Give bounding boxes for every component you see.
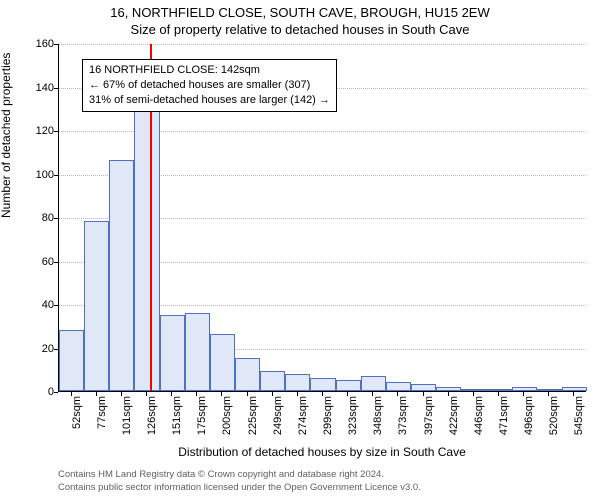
histogram-bar: [562, 387, 587, 391]
histogram-bar: [336, 380, 361, 391]
credit-text: Contains HM Land Registry data © Crown c…: [58, 469, 421, 494]
x-tick-mark: [423, 392, 424, 396]
y-tick-mark: [54, 88, 58, 89]
x-tick-mark: [146, 392, 147, 396]
annotation-box: 16 NORTHFIELD CLOSE: 142sqm ← 67% of det…: [82, 59, 337, 112]
y-tick-mark: [54, 262, 58, 263]
x-tick-mark: [498, 392, 499, 396]
x-tick-mark: [221, 392, 222, 396]
x-tick-mark: [171, 392, 172, 396]
histogram-bar: [235, 358, 260, 391]
x-tick-mark: [272, 392, 273, 396]
histogram-bar: [260, 371, 285, 391]
y-tick-mark: [54, 131, 58, 132]
y-tick-label: 140: [14, 82, 54, 94]
x-tick-mark: [297, 392, 298, 396]
x-tick-mark: [372, 392, 373, 396]
y-tick-mark: [54, 305, 58, 306]
histogram-bar: [109, 160, 134, 391]
x-tick-mark: [523, 392, 524, 396]
histogram-bar: [160, 315, 185, 391]
histogram-bar: [411, 384, 436, 391]
histogram-bar: [185, 313, 210, 391]
x-tick-mark: [71, 392, 72, 396]
x-tick-mark: [448, 392, 449, 396]
y-tick-label: 80: [14, 212, 54, 224]
annotation-line-3: 31% of semi-detached houses are larger (…: [89, 93, 330, 108]
histogram-bar: [59, 330, 84, 391]
x-tick-mark: [96, 392, 97, 396]
histogram-bar: [84, 221, 109, 391]
y-tick-mark: [54, 392, 58, 393]
y-tick-mark: [54, 218, 58, 219]
x-tick-mark: [121, 392, 122, 396]
credit-line-2: Contains public sector information licen…: [58, 482, 421, 494]
histogram-bar: [361, 376, 386, 391]
y-tick-label: 60: [14, 256, 54, 268]
y-tick-mark: [54, 175, 58, 176]
chart-title-address: 16, NORTHFIELD CLOSE, SOUTH CAVE, BROUGH…: [0, 5, 600, 20]
annotation-line-2: ← 67% of detached houses are smaller (30…: [89, 78, 330, 93]
histogram-bar: [386, 382, 411, 391]
histogram-bar: [486, 389, 511, 391]
histogram-bar: [210, 334, 235, 391]
credit-line-1: Contains HM Land Registry data © Crown c…: [58, 469, 421, 481]
chart-subtitle: Size of property relative to detached ho…: [0, 22, 600, 37]
y-tick-mark: [54, 349, 58, 350]
y-axis-label: Number of detached properties: [0, 53, 13, 218]
histogram-bar: [537, 389, 562, 391]
annotation-line-1: 16 NORTHFIELD CLOSE: 142sqm: [89, 63, 330, 78]
x-tick-mark: [397, 392, 398, 396]
histogram-bar: [461, 389, 486, 391]
histogram-bar: [512, 387, 537, 391]
x-tick-mark: [548, 392, 549, 396]
x-tick-mark: [196, 392, 197, 396]
y-tick-label: 40: [14, 299, 54, 311]
y-tick-label: 160: [14, 38, 54, 50]
chart-container: 16, NORTHFIELD CLOSE, SOUTH CAVE, BROUGH…: [0, 0, 600, 500]
y-tick-mark: [54, 44, 58, 45]
x-tick-mark: [247, 392, 248, 396]
x-tick-mark: [322, 392, 323, 396]
x-axis-label: Distribution of detached houses by size …: [58, 445, 586, 459]
histogram-bar: [285, 374, 310, 391]
histogram-bar: [436, 387, 461, 391]
x-tick-mark: [573, 392, 574, 396]
histogram-bar: [134, 104, 159, 391]
x-tick-mark: [473, 392, 474, 396]
y-tick-label: 20: [14, 343, 54, 355]
y-tick-label: 0: [14, 386, 54, 398]
y-tick-label: 120: [14, 125, 54, 137]
gridline: [59, 44, 586, 45]
y-tick-label: 100: [14, 169, 54, 181]
x-tick-mark: [347, 392, 348, 396]
histogram-bar: [310, 378, 335, 391]
